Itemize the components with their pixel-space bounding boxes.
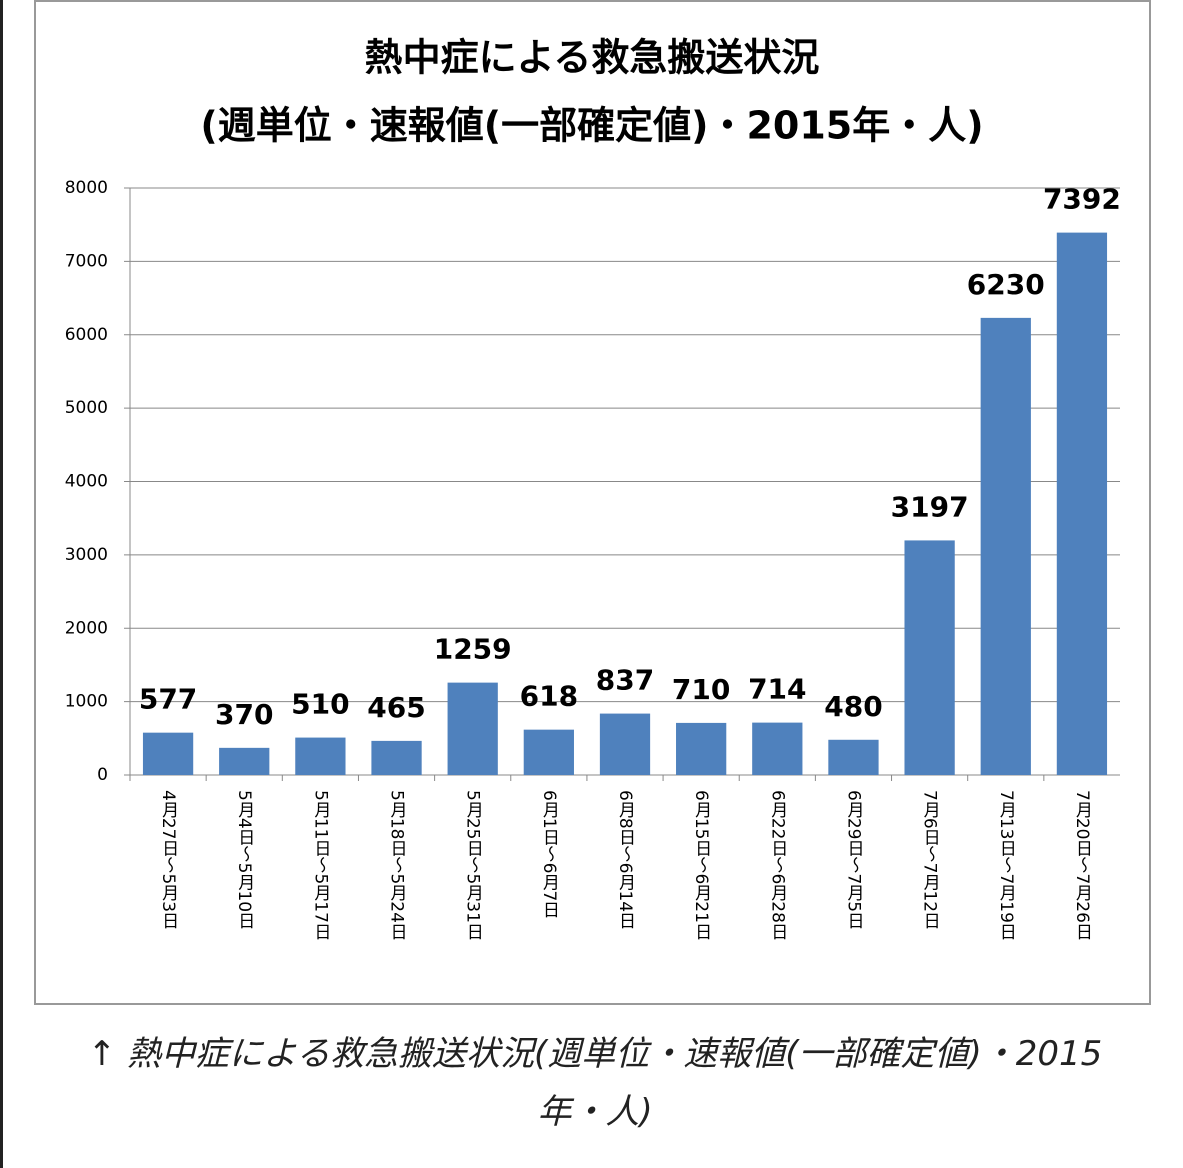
- data-label: 3197: [891, 490, 969, 523]
- data-label: 370: [215, 698, 273, 731]
- chart: 熱中症による救急搬送状況 (週単位・速報値(一部確定値)・2015年・人) 0 1…: [34, 0, 1151, 1005]
- y-tick-label: 4000: [65, 472, 108, 492]
- bar: [295, 737, 346, 775]
- data-label: 465: [367, 691, 425, 724]
- y-tick-label: 1000: [65, 692, 108, 712]
- chart-frame: [34, 0, 1151, 1005]
- y-tick-label: 3000: [65, 545, 108, 565]
- data-label: 480: [824, 690, 882, 723]
- x-tick-label: 5月11日～5月17日: [310, 790, 331, 940]
- data-label: 714: [748, 673, 806, 706]
- y-tick-label: 8000: [65, 178, 108, 198]
- data-label: 510: [291, 688, 349, 721]
- bar: [371, 740, 422, 775]
- bar: [1056, 232, 1108, 775]
- y-tick-label: 2000: [65, 618, 108, 638]
- caption: ↑ 熱中症による救急搬送状況(週単位・速報値(一部確定値)・2015年・人): [87, 1034, 1103, 1132]
- bar: [904, 540, 955, 775]
- x-tick-label: 6月8日～6月14日: [615, 790, 636, 929]
- bar: [523, 729, 574, 775]
- bar: [676, 722, 727, 775]
- bar: [599, 713, 651, 775]
- x-tick-label: 7月20日～7月26日: [1072, 790, 1093, 940]
- y-tick-label: 7000: [65, 251, 108, 271]
- data-label: 6230: [967, 268, 1045, 301]
- screen-edge: [0, 0, 3, 1168]
- bar: [752, 722, 803, 775]
- y-tick-label: 5000: [65, 398, 108, 418]
- bar: [142, 732, 194, 775]
- data-label: 1259: [434, 633, 512, 666]
- x-tick-label: 7月13日～7月19日: [996, 790, 1017, 940]
- x-tick-label: 4月27日～5月3日: [158, 790, 179, 929]
- y-tick-label: 0: [97, 765, 108, 785]
- chart-title: 熱中症による救急搬送状況: [365, 36, 820, 80]
- data-label: 7392: [1043, 183, 1121, 216]
- data-label: 710: [672, 673, 730, 706]
- bar: [219, 747, 270, 775]
- x-tick-label: 6月29日～7月5日: [843, 790, 864, 929]
- chart-subtitle: (週単位・速報値(一部確定値)・2015年・人): [200, 104, 983, 148]
- x-tick-label: 5月4日～5月10日: [234, 790, 255, 929]
- bar: [980, 317, 1031, 775]
- data-label: 577: [139, 683, 197, 716]
- data-label: 837: [596, 664, 654, 697]
- bar: [447, 682, 498, 775]
- x-tick-label: 5月18日～5月24日: [387, 790, 408, 940]
- x-tick-label: 7月6日～7月12日: [920, 790, 941, 929]
- x-tick-label: 5月25日～5月31日: [463, 790, 484, 940]
- data-label: 618: [520, 680, 578, 713]
- bar: [828, 739, 879, 775]
- y-tick-label: 6000: [65, 325, 108, 345]
- x-tick-label: 6月22日～6月28日: [767, 790, 788, 940]
- x-tick-label: 6月15日～6月21日: [691, 790, 712, 940]
- x-tick-label: 6月1日～6月7日: [539, 790, 560, 918]
